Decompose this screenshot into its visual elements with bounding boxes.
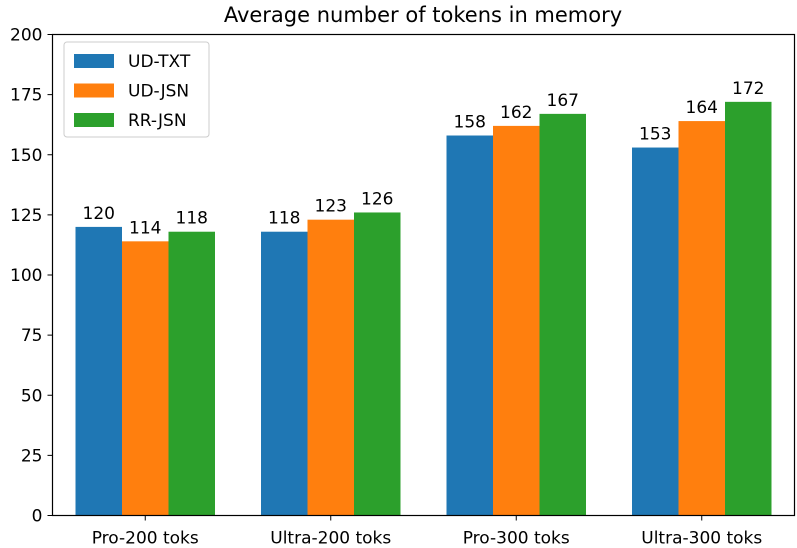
legend: UD-TXT UD-JSN RR-JSN (63, 41, 210, 138)
y-tick-label: 125 (10, 206, 42, 226)
x-tick-label: Ultra-300 toks (641, 529, 762, 548)
x-tick-label: Ultra-200 toks (270, 529, 391, 548)
bar-ud-jsn-1 (122, 241, 169, 516)
y-tick-label: 100 (10, 266, 42, 286)
data-label: 126 (361, 189, 393, 209)
bar-rr-jsn-1 (168, 231, 215, 516)
data-label: 172 (732, 79, 764, 99)
data-label: 167 (547, 91, 579, 111)
y-tick-label: 25 (21, 446, 43, 466)
y-tick-label: 150 (10, 146, 42, 166)
data-label: 120 (83, 204, 115, 224)
y-tick-label: 50 (21, 386, 43, 406)
y-tick-label: 200 (10, 26, 42, 46)
bars-layer (75, 101, 772, 516)
legend-label: RR-JSN (128, 111, 187, 131)
y-tick-label: 175 (10, 86, 42, 106)
bar-rr-jsn-2 (354, 212, 401, 516)
data-label: 123 (315, 197, 347, 217)
data-label: 114 (129, 218, 161, 238)
data-labels-layer: 120 114 118 118 123 126 158 162 167 153 164 172 (83, 79, 765, 238)
data-label: 118 (268, 209, 300, 229)
data-label: 158 (454, 113, 486, 133)
plot-frame (51, 33, 796, 517)
bar-ud-txt-1 (75, 226, 122, 516)
y-tick-label: 75 (21, 326, 43, 346)
x-tick-label: Pro-200 toks (92, 529, 199, 548)
chart-title: Average number of tokens in memory (224, 3, 622, 27)
y-tick-label: 0 (32, 507, 43, 527)
legend-swatch (74, 113, 114, 127)
data-label: 118 (176, 209, 208, 229)
legend-swatch (74, 83, 114, 98)
x-axis: Pro-200 toks Ultra-200 toks Pro-300 toks Ul… (92, 515, 762, 548)
bar-ud-txt-3 (446, 135, 493, 516)
data-label: 164 (686, 98, 718, 118)
bar-ud-jsn-3 (493, 125, 540, 516)
data-label: 162 (500, 103, 532, 123)
legend-label: UD-TXT (128, 52, 191, 72)
x-tick-label: Pro-300 toks (463, 529, 570, 548)
legend-label: UD-JSN (128, 82, 189, 102)
bar-rr-jsn-4 (725, 101, 772, 516)
bar-ud-txt-2 (261, 231, 308, 516)
bar-ud-jsn-4 (678, 121, 725, 516)
bar-ud-jsn-2 (307, 219, 354, 516)
bar-ud-txt-4 (632, 147, 679, 516)
bar-rr-jsn-3 (539, 113, 586, 516)
data-label: 153 (639, 125, 671, 145)
y-axis: 0 25 50 75 100 125 150 175 200 (10, 26, 53, 527)
legend-swatch (74, 54, 114, 68)
